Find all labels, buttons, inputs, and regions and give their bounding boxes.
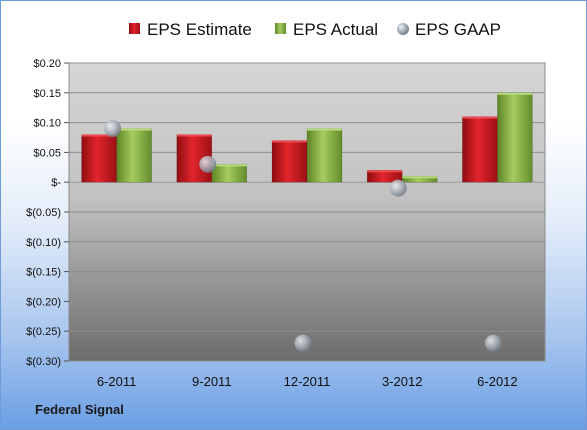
actual-bar-highlight — [307, 128, 342, 131]
x-category-label: 9-2011 — [192, 374, 232, 389]
actual-bar-highlight — [497, 92, 533, 95]
estimate-bar-highlight — [367, 170, 403, 173]
gridlines — [69, 62, 545, 362]
legend-swatch-gaap — [397, 23, 409, 35]
x-category-label: 6-2011 — [97, 374, 137, 389]
x-axis-labels: 6-2011 9-2011 12-2011 3-2012 6-2012 — [97, 374, 518, 389]
actual-bar — [306, 128, 343, 183]
estimate-bar-highlight — [81, 134, 117, 137]
y-tick-label: $(0.20) — [26, 296, 61, 308]
y-tick-label: $(0.25) — [26, 326, 61, 338]
x-category-label: 12-2011 — [284, 374, 331, 389]
y-tick-label: $0.20 — [33, 58, 61, 70]
estimate-bar — [462, 116, 498, 183]
legend-swatch-actual — [275, 23, 286, 34]
y-tick-label: $0.05 — [33, 147, 61, 159]
actual-bar-highlight — [402, 176, 438, 179]
gaap-point — [484, 334, 502, 352]
x-category-label: 3-2012 — [382, 374, 422, 389]
actual-bar — [116, 128, 152, 183]
actual-bar-highlight — [116, 128, 152, 131]
y-tick-label: $(0.10) — [26, 237, 61, 249]
estimate-bar — [271, 140, 308, 183]
y-tick-label: $(0.30) — [26, 356, 61, 368]
legend-label-gaap: EPS GAAP — [415, 20, 501, 39]
x-category-label: 6-2012 — [477, 374, 517, 389]
y-tick-label: $0.10 — [33, 118, 61, 130]
estimate-bar-highlight — [272, 140, 307, 143]
estimate-bar-highlight — [176, 134, 212, 137]
y-axis-ticks: $0.20 $0.15 $0.10 $0.05 $- $(0.05) $(0.10) $(0.… — [26, 58, 69, 368]
gaap-point — [294, 334, 312, 352]
y-tick-label: $0.15 — [33, 88, 61, 100]
company-name: Federal Signal — [35, 402, 124, 417]
legend-label-estimate: EPS Estimate — [147, 20, 252, 39]
y-tick-label: $- — [51, 177, 61, 189]
legend-label-actual: EPS Actual — [293, 20, 378, 39]
gaap-point — [389, 179, 407, 197]
estimate-bar-highlight — [462, 116, 498, 119]
y-tick-label: $(0.05) — [26, 207, 61, 219]
gaap-point — [199, 155, 217, 173]
legend-swatch-estimate — [129, 23, 140, 34]
actual-bar — [497, 92, 533, 183]
actual-bar-highlight — [211, 164, 247, 167]
estimate-bar — [81, 134, 117, 183]
actual-bar — [211, 164, 248, 183]
legend: EPS Estimate EPS Actual EPS GAAP — [129, 20, 501, 39]
y-tick-label: $(0.15) — [26, 267, 61, 279]
gaap-points — [104, 120, 502, 352]
gaap-point — [104, 120, 122, 138]
